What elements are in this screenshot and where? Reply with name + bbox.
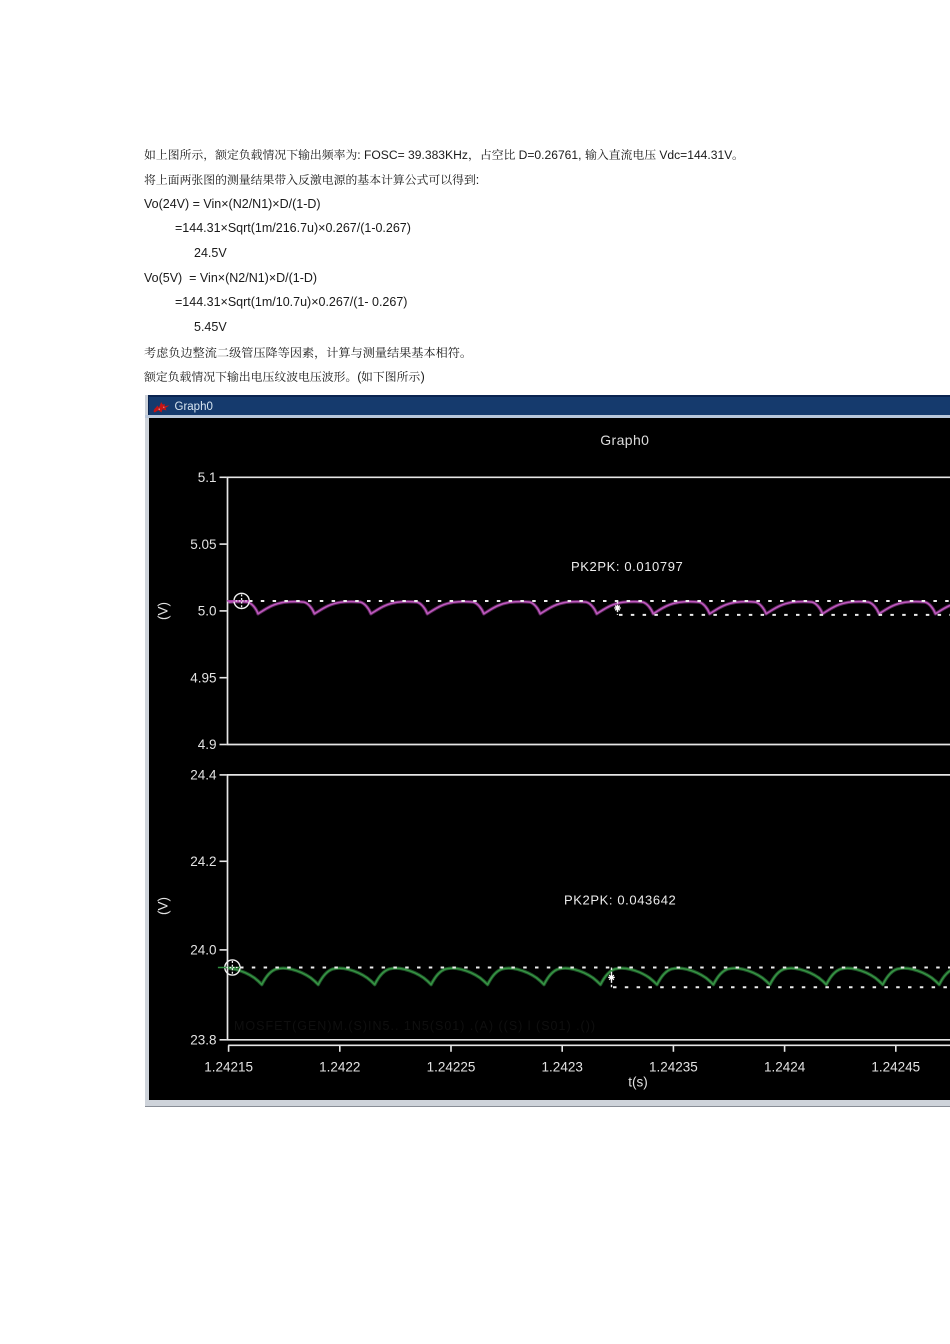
svg-text:4.9: 4.9: [198, 737, 217, 752]
svg-text:5.0: 5.0: [198, 604, 217, 619]
svg-text:(V): (V): [156, 897, 171, 915]
svg-text:(V): (V): [156, 602, 171, 620]
svg-text:23.8: 23.8: [190, 1033, 216, 1048]
svg-text:24.2: 24.2: [190, 854, 216, 869]
svg-text:5.1: 5.1: [198, 470, 217, 485]
svg-text:1.2423: 1.2423: [542, 1060, 583, 1075]
svg-text:t(s): t(s): [628, 1075, 648, 1090]
svg-text:1.24235: 1.24235: [649, 1060, 698, 1075]
svg-text:1.24225: 1.24225: [427, 1060, 476, 1075]
svg-text:1.24245: 1.24245: [871, 1060, 920, 1075]
svg-text:1.2424: 1.2424: [764, 1060, 806, 1075]
svg-text:1.24215: 1.24215: [204, 1060, 253, 1075]
svg-text:4.95: 4.95: [190, 670, 216, 685]
svg-text:24.4: 24.4: [190, 768, 217, 783]
svg-text:MOSFET(GEN)M.(S)IN5.. 1N5(S01): MOSFET(GEN)M.(S)IN5.. 1N5(S01) .(A) ((S)…: [234, 1019, 596, 1033]
svg-text:24.0: 24.0: [190, 943, 216, 958]
svg-text:1.2422: 1.2422: [319, 1060, 360, 1075]
svg-text:PK2PK: 0.043642: PK2PK: 0.043642: [564, 893, 676, 908]
svg-text:PK2PK: 0.010797: PK2PK: 0.010797: [571, 559, 683, 574]
svg-text:5.05: 5.05: [190, 537, 216, 552]
